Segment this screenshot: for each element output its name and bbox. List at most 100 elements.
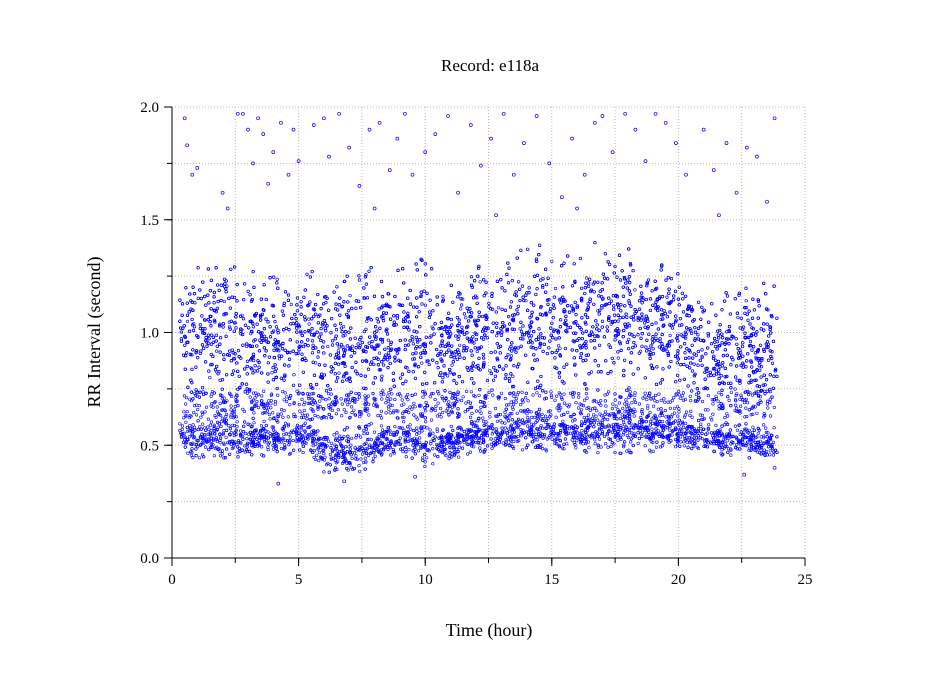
- data-point: [274, 370, 277, 373]
- data-point: [338, 297, 341, 300]
- data-point: [657, 309, 660, 312]
- data-point: [372, 382, 375, 385]
- data-point: [713, 374, 716, 377]
- data-point: [461, 326, 464, 329]
- data-point: [243, 368, 246, 371]
- data-point: [344, 349, 347, 352]
- data-point: [536, 287, 539, 290]
- data-point: [275, 326, 278, 329]
- data-point: [746, 313, 749, 316]
- data-point: [530, 335, 533, 338]
- data-point: [432, 309, 435, 312]
- data-point: [533, 354, 536, 357]
- data-point: [342, 346, 345, 349]
- data-point: [559, 347, 562, 350]
- data-point: [441, 381, 444, 384]
- data-point: [512, 392, 515, 395]
- data-point: [320, 327, 323, 330]
- data-point: [510, 373, 513, 376]
- data-point: [210, 324, 213, 327]
- data-point: [554, 287, 557, 290]
- data-point: [764, 384, 767, 387]
- data-point: [469, 307, 472, 310]
- data-point: [230, 359, 233, 362]
- data-point: [760, 328, 763, 331]
- data-point: [506, 338, 509, 341]
- data-point: [697, 364, 700, 367]
- data-point: [573, 357, 576, 360]
- data-point: [404, 348, 407, 351]
- data-point: [549, 310, 552, 313]
- data-point: [450, 355, 453, 358]
- data-point: [235, 327, 238, 330]
- data-point: [608, 344, 611, 347]
- data-point: [228, 297, 231, 300]
- data-point: [595, 320, 598, 323]
- data-point: [207, 294, 210, 297]
- data-point: [748, 310, 751, 313]
- data-point: [318, 336, 321, 339]
- data-point: [762, 282, 765, 285]
- data-point: [197, 297, 200, 300]
- data-point: [496, 370, 499, 373]
- data-point: [520, 345, 523, 348]
- data-point: [436, 361, 439, 364]
- data-point: [436, 296, 439, 299]
- data-point: [355, 307, 358, 310]
- data-point: [287, 299, 290, 302]
- data-point: [411, 335, 414, 338]
- data-point: [753, 309, 756, 312]
- data-point: [409, 340, 412, 343]
- data-point: [242, 344, 245, 347]
- data-point: [303, 296, 306, 299]
- data-point: [288, 328, 291, 331]
- data-point: [192, 286, 195, 289]
- data-point: [451, 397, 454, 400]
- data-point: [404, 344, 407, 347]
- data-point: [304, 357, 307, 360]
- data-point: [471, 377, 474, 380]
- data-point: [306, 339, 309, 342]
- data-point: [376, 317, 379, 320]
- data-point: [715, 370, 718, 373]
- data-point: [602, 273, 605, 276]
- data-point: [314, 347, 317, 350]
- data-point: [322, 303, 325, 306]
- data-point: [679, 346, 682, 349]
- data-point: [185, 287, 188, 290]
- data-point: [652, 348, 655, 351]
- data-point: [507, 262, 510, 265]
- data-point: [184, 368, 187, 371]
- data-point: [584, 321, 587, 324]
- data-point: [252, 270, 255, 273]
- data-point: [466, 408, 469, 411]
- data-point: [267, 321, 270, 324]
- data-point: [627, 347, 630, 350]
- data-point: [597, 364, 600, 367]
- data-point: [300, 301, 303, 304]
- data-point: [364, 375, 367, 378]
- data-point: [661, 343, 664, 346]
- data-point: [288, 397, 291, 400]
- data-point: [630, 352, 633, 355]
- data-point: [382, 312, 385, 315]
- data-point: [531, 341, 534, 344]
- data-point: [446, 375, 449, 378]
- data-point: [309, 383, 312, 386]
- data-point: [370, 266, 373, 269]
- data-point: [492, 379, 495, 382]
- data-point: [308, 323, 311, 326]
- data-point: [688, 367, 691, 370]
- data-point: [311, 352, 314, 355]
- data-point: [329, 388, 332, 391]
- chart-title: Record: e118a: [441, 56, 539, 75]
- data-point: [565, 319, 568, 322]
- data-point: [611, 357, 614, 360]
- data-point: [258, 350, 261, 353]
- data-point: [690, 390, 693, 393]
- data-point: [563, 382, 566, 385]
- data-point: [653, 340, 656, 343]
- data-point: [365, 328, 368, 331]
- data-point: [463, 313, 466, 316]
- data-point: [515, 351, 518, 354]
